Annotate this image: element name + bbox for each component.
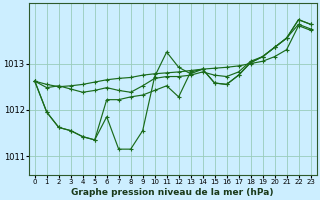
X-axis label: Graphe pression niveau de la mer (hPa): Graphe pression niveau de la mer (hPa) (71, 188, 274, 197)
